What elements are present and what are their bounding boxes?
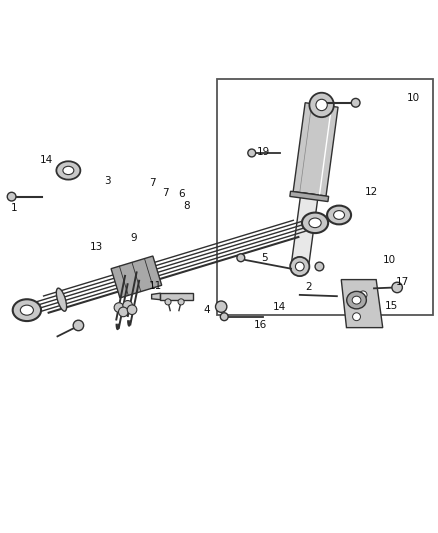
Circle shape bbox=[220, 313, 228, 321]
Circle shape bbox=[359, 291, 367, 299]
Text: 10: 10 bbox=[383, 255, 396, 265]
Ellipse shape bbox=[327, 206, 351, 224]
Text: 11: 11 bbox=[149, 281, 162, 291]
Ellipse shape bbox=[309, 218, 321, 228]
Ellipse shape bbox=[334, 211, 345, 220]
Polygon shape bbox=[152, 293, 160, 300]
Polygon shape bbox=[111, 256, 162, 298]
Circle shape bbox=[123, 301, 132, 310]
Text: 7: 7 bbox=[149, 177, 156, 188]
Circle shape bbox=[295, 262, 304, 271]
Polygon shape bbox=[293, 103, 338, 196]
Circle shape bbox=[309, 93, 334, 117]
Ellipse shape bbox=[57, 288, 67, 311]
Polygon shape bbox=[291, 192, 318, 268]
Circle shape bbox=[127, 305, 137, 314]
Circle shape bbox=[290, 257, 309, 276]
Ellipse shape bbox=[347, 292, 366, 309]
Text: 10: 10 bbox=[407, 93, 420, 103]
Circle shape bbox=[119, 307, 128, 317]
Text: 3: 3 bbox=[104, 176, 111, 187]
Circle shape bbox=[165, 299, 171, 305]
Circle shape bbox=[178, 299, 184, 305]
Circle shape bbox=[7, 192, 16, 201]
Bar bbox=[217, 79, 433, 314]
Text: 12: 12 bbox=[365, 187, 378, 197]
Circle shape bbox=[392, 282, 403, 293]
Circle shape bbox=[248, 149, 256, 157]
Circle shape bbox=[353, 313, 360, 321]
Text: 14: 14 bbox=[40, 155, 53, 165]
Polygon shape bbox=[290, 191, 328, 201]
Text: 5: 5 bbox=[261, 253, 268, 263]
Text: 1: 1 bbox=[11, 203, 17, 213]
Text: 13: 13 bbox=[90, 242, 103, 252]
Ellipse shape bbox=[352, 296, 361, 304]
Polygon shape bbox=[341, 280, 383, 328]
Text: 6: 6 bbox=[179, 189, 185, 199]
Text: 7: 7 bbox=[162, 188, 169, 198]
Ellipse shape bbox=[63, 166, 74, 175]
Text: 19: 19 bbox=[257, 147, 270, 157]
Text: 8: 8 bbox=[183, 201, 190, 211]
Text: 2: 2 bbox=[305, 282, 312, 292]
Circle shape bbox=[316, 99, 327, 111]
Polygon shape bbox=[160, 293, 193, 300]
Circle shape bbox=[114, 303, 124, 312]
Circle shape bbox=[237, 254, 245, 262]
Text: 16: 16 bbox=[254, 320, 267, 330]
Text: 14: 14 bbox=[272, 302, 286, 312]
Ellipse shape bbox=[20, 305, 33, 315]
Circle shape bbox=[315, 262, 324, 271]
Ellipse shape bbox=[13, 299, 41, 321]
Circle shape bbox=[73, 320, 84, 330]
Text: 15: 15 bbox=[385, 301, 398, 311]
Text: 4: 4 bbox=[204, 305, 210, 315]
Text: 17: 17 bbox=[396, 277, 409, 287]
Text: 9: 9 bbox=[131, 233, 137, 243]
Circle shape bbox=[215, 301, 227, 312]
Circle shape bbox=[351, 99, 360, 107]
Ellipse shape bbox=[302, 213, 328, 233]
Ellipse shape bbox=[57, 161, 81, 180]
